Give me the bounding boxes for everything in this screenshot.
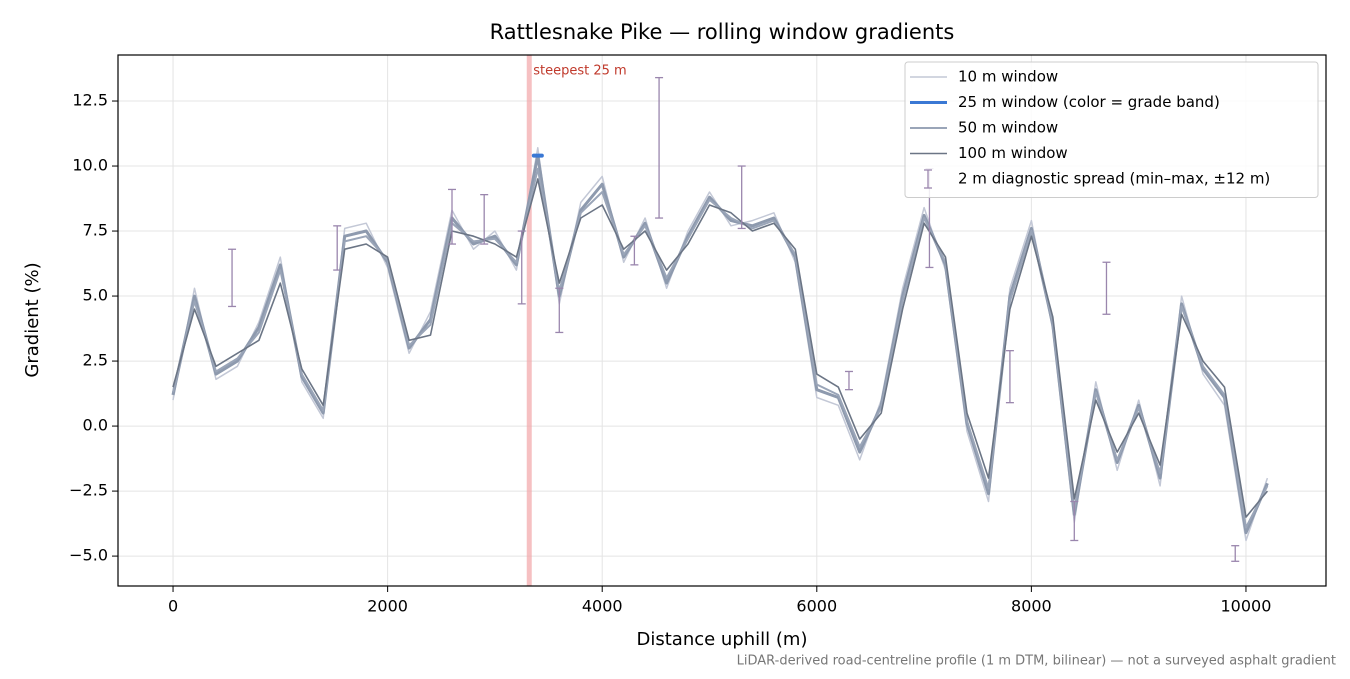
- y-tick-label: 5.0: [83, 286, 108, 305]
- error-bar: [517, 230, 526, 305]
- x-tick-label: 2000: [367, 597, 408, 616]
- error-bar: [333, 225, 342, 271]
- legend-label: 25 m window (color = grade band): [958, 93, 1220, 111]
- series-line: [172, 178, 1269, 518]
- annotation-text: steepest 25 m: [533, 64, 626, 79]
- footer-note: LiDAR-derived road-centreline profile (1…: [737, 654, 1336, 669]
- plot-frame: [117, 54, 1327, 587]
- chart-title: Rattlesnake Pike — rolling window gradie…: [490, 20, 955, 44]
- y-tick-label: 2.5: [83, 351, 108, 370]
- legend-label: 100 m window: [958, 144, 1068, 162]
- y-axis-label: Gradient (%): [22, 262, 43, 377]
- legend-label: 10 m window: [958, 68, 1058, 86]
- error-bar: [844, 370, 853, 391]
- error-bar: [737, 165, 746, 230]
- error-bar: [1102, 261, 1111, 315]
- x-axis-label: Distance uphill (m): [637, 629, 808, 650]
- error-bar: [555, 287, 564, 334]
- error-bar: [447, 188, 456, 245]
- y-tick-label: 0.0: [83, 416, 108, 435]
- error-bar: [655, 76, 664, 219]
- steepest-band: [526, 55, 532, 586]
- y-tick-label: 10.0: [72, 156, 108, 175]
- error-bar: [1005, 350, 1014, 404]
- error-bar: [480, 193, 489, 245]
- error-bar: [228, 248, 237, 308]
- legend-label: 2 m diagnostic spread (min–max, ±12 m): [958, 170, 1270, 188]
- x-tick-label: 10000: [1221, 597, 1272, 616]
- legend-label: 50 m window: [958, 119, 1058, 137]
- error-bar: [1070, 500, 1079, 542]
- legend-box: [904, 61, 1319, 198]
- x-tick-label: 4000: [582, 597, 623, 616]
- error-bar: [630, 235, 639, 266]
- x-tick-label: 6000: [796, 597, 837, 616]
- x-tick-label: 8000: [1011, 597, 1052, 616]
- y-tick-label: 7.5: [83, 221, 108, 240]
- x-tick-label: 0: [168, 597, 178, 616]
- y-tick-label: 12.5: [72, 91, 108, 110]
- error-bar: [1231, 545, 1240, 562]
- y-tick-label: −5.0: [69, 546, 108, 565]
- y-tick-label: −2.5: [69, 481, 108, 500]
